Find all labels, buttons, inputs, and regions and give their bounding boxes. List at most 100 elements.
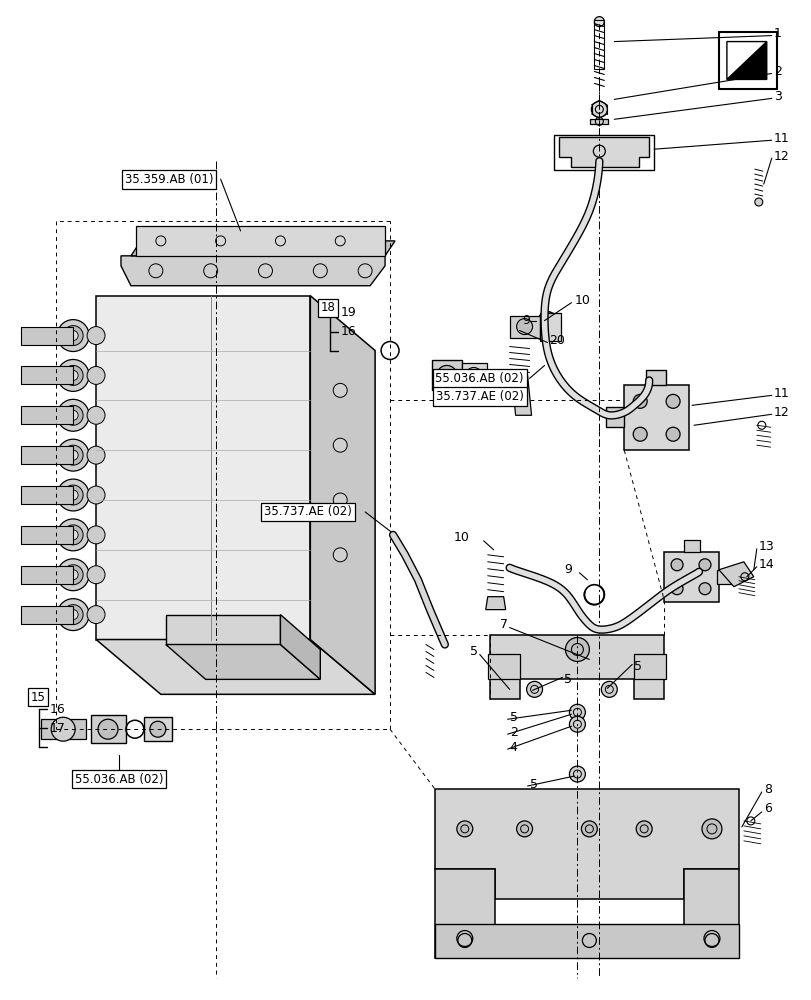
Bar	[606, 407, 624, 427]
Polygon shape	[165, 645, 320, 679]
Bar	[554, 135, 654, 170]
Circle shape	[569, 716, 585, 732]
Circle shape	[68, 570, 78, 580]
Polygon shape	[718, 562, 753, 587]
Circle shape	[87, 406, 105, 424]
Circle shape	[581, 821, 597, 837]
Circle shape	[63, 405, 83, 425]
Circle shape	[670, 583, 682, 595]
Circle shape	[665, 394, 680, 408]
Circle shape	[698, 559, 710, 571]
Circle shape	[87, 526, 105, 544]
Circle shape	[68, 490, 78, 500]
Circle shape	[57, 519, 89, 551]
Polygon shape	[485, 597, 505, 610]
Circle shape	[63, 365, 83, 385]
Bar	[21, 406, 73, 424]
Polygon shape	[726, 42, 766, 79]
Circle shape	[665, 427, 680, 441]
Circle shape	[564, 638, 589, 661]
Polygon shape	[663, 552, 718, 602]
Circle shape	[68, 370, 78, 380]
Circle shape	[333, 438, 347, 452]
Circle shape	[150, 721, 165, 737]
Polygon shape	[624, 385, 689, 450]
Text: 55.036.AB (02): 55.036.AB (02)	[435, 372, 523, 385]
Circle shape	[63, 525, 83, 545]
Bar	[21, 366, 73, 384]
Text: 15: 15	[31, 691, 45, 704]
Polygon shape	[726, 42, 766, 79]
Text: 35.737.AE (02): 35.737.AE (02)	[436, 390, 523, 403]
Text: 6: 6	[763, 802, 770, 815]
Polygon shape	[280, 615, 320, 679]
Circle shape	[333, 493, 347, 507]
Circle shape	[68, 530, 78, 540]
Polygon shape	[435, 869, 494, 958]
Text: 16: 16	[49, 703, 65, 716]
Circle shape	[633, 427, 646, 441]
Circle shape	[633, 394, 646, 408]
Circle shape	[68, 610, 78, 620]
Text: 5: 5	[470, 645, 477, 658]
Text: 8: 8	[763, 783, 770, 796]
Circle shape	[333, 548, 347, 562]
Circle shape	[63, 326, 83, 346]
Text: 5: 5	[633, 660, 642, 673]
Text: 11: 11	[773, 387, 788, 400]
Bar	[461, 363, 486, 387]
Bar	[718, 32, 776, 89]
Bar	[21, 606, 73, 624]
Circle shape	[754, 198, 762, 206]
Circle shape	[436, 365, 457, 385]
Text: 1: 1	[773, 27, 781, 40]
Circle shape	[63, 445, 83, 465]
Text: 14: 14	[757, 558, 774, 571]
Circle shape	[68, 331, 78, 341]
Polygon shape	[310, 296, 375, 694]
Text: 35.359.AB (01): 35.359.AB (01)	[124, 173, 212, 186]
Polygon shape	[41, 719, 86, 739]
Polygon shape	[96, 640, 375, 694]
Circle shape	[57, 320, 89, 352]
Text: 12: 12	[773, 406, 788, 419]
Bar	[144, 717, 172, 741]
Polygon shape	[489, 635, 663, 699]
Circle shape	[516, 319, 532, 335]
Text: 2: 2	[773, 65, 781, 78]
Polygon shape	[165, 615, 280, 645]
Bar	[21, 327, 73, 345]
Bar	[21, 446, 73, 464]
Text: 5: 5	[529, 778, 537, 791]
Text: 4: 4	[509, 741, 517, 754]
Text: 13: 13	[757, 540, 774, 553]
Text: 2: 2	[509, 726, 517, 739]
Circle shape	[636, 821, 651, 837]
Circle shape	[526, 681, 542, 697]
Bar	[716, 570, 730, 584]
Text: 35.737.AE (02): 35.737.AE (02)	[264, 505, 352, 518]
Text: 7: 7	[499, 618, 507, 631]
Circle shape	[516, 821, 532, 837]
Circle shape	[702, 819, 721, 839]
Text: 9: 9	[522, 314, 530, 327]
Polygon shape	[511, 375, 531, 415]
Circle shape	[57, 359, 89, 391]
Circle shape	[569, 704, 585, 720]
Bar	[594, 20, 603, 69]
Circle shape	[590, 101, 607, 117]
Circle shape	[57, 399, 89, 431]
Text: 5: 5	[564, 673, 572, 686]
Text: 3: 3	[773, 90, 781, 103]
Circle shape	[87, 446, 105, 464]
Bar	[21, 566, 73, 584]
Circle shape	[87, 486, 105, 504]
Circle shape	[57, 559, 89, 591]
Text: 19: 19	[340, 306, 355, 319]
Circle shape	[57, 479, 89, 511]
Circle shape	[670, 559, 682, 571]
Circle shape	[601, 681, 616, 697]
Text: 11: 11	[773, 132, 788, 145]
Bar	[91, 715, 126, 743]
Bar	[21, 526, 73, 544]
